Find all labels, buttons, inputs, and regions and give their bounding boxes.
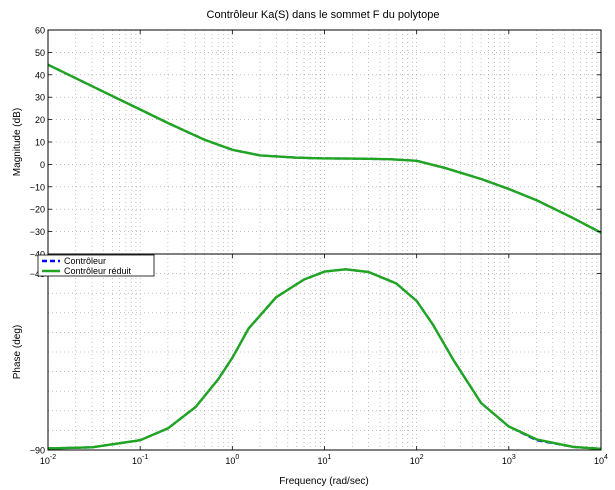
- x-tick-label: 10-2: [40, 454, 56, 466]
- y-tick-label: −30: [30, 227, 45, 237]
- x-tick-label: 101: [318, 454, 332, 466]
- phase-ylabel: Phase (deg): [12, 325, 23, 379]
- x-tick-label: 100: [225, 454, 239, 466]
- x-tick-label: 104: [594, 454, 608, 466]
- y-tick-label: −20: [30, 205, 45, 215]
- y-tick-label: −90: [30, 446, 45, 456]
- y-tick-label: −40: [30, 250, 45, 260]
- legend-label-controleur-reduit: Contrôleur réduit: [64, 266, 132, 276]
- chart-title: Contrôleur Ka(S) dans le sommet F du pol…: [207, 9, 440, 21]
- x-axis-label: Frequency (rad/sec): [279, 476, 368, 487]
- series-line-controleur: [47, 268, 602, 450]
- magnitude-series: [47, 63, 602, 234]
- x-tick-label: 103: [502, 454, 516, 466]
- y-tick-label: 20: [35, 115, 45, 125]
- magnitude-grid: [47, 29, 601, 255]
- series-line-controleur: [47, 63, 602, 234]
- legend-label-controleur: Contrôleur: [64, 256, 106, 266]
- series-line-controleur-reduit: [47, 268, 602, 450]
- y-tick-label: −45: [30, 269, 45, 279]
- x-tick-labels: 10-2 10-1 100 101 102 103 104: [40, 30, 608, 466]
- phase-grid: [47, 253, 601, 451]
- magnitude-y-ticks: 60 50 40 30 20 10 0 −10 −20 −30 −40: [30, 26, 601, 260]
- magnitude-ylabel: Magnitude (dB): [12, 108, 23, 176]
- legend-box: [37, 254, 155, 277]
- legend: Contrôleur Contrôleur réduit: [37, 254, 155, 277]
- y-tick-label: 50: [35, 48, 45, 58]
- y-tick-label: 40: [35, 70, 45, 80]
- x-tick-label: 102: [410, 454, 424, 466]
- phase-series: [47, 268, 602, 450]
- y-tick-label: −10: [30, 182, 45, 192]
- series-line-controleur-reduit: [47, 63, 602, 234]
- x-tick-label: 10-1: [132, 454, 148, 466]
- y-tick-label: 60: [35, 26, 45, 36]
- y-tick-label: 10: [35, 138, 45, 148]
- y-tick-label: 0: [40, 160, 45, 170]
- y-tick-label: 30: [35, 93, 45, 103]
